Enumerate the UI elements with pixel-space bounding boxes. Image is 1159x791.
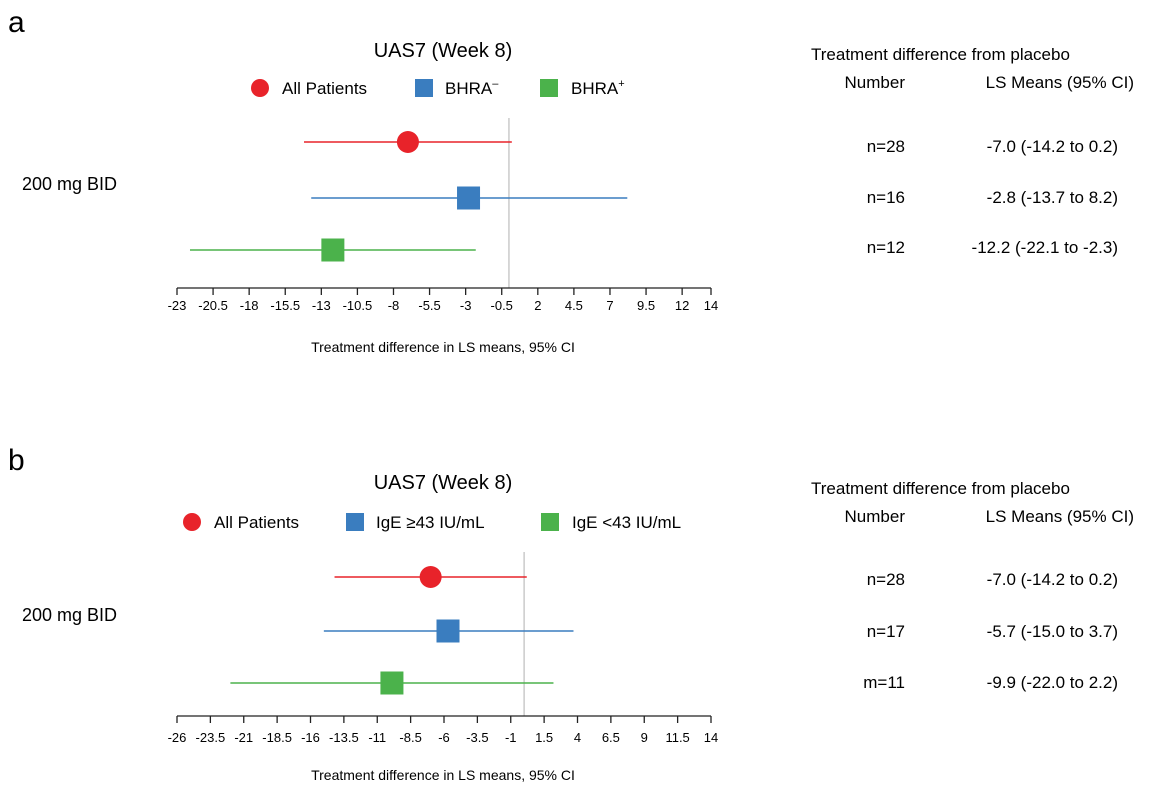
x-tick-label: -13 — [312, 298, 331, 313]
x-tick-label: 9.5 — [637, 298, 655, 313]
x-tick-label: 1.5 — [535, 730, 553, 745]
legend-entry: BHRA– — [445, 78, 499, 98]
dose-label: 200 mg BID — [22, 605, 117, 625]
x-axis-label: Treatment difference in LS means, 95% CI — [311, 767, 575, 783]
x-tick-label: 12 — [675, 298, 689, 313]
x-tick-label: -21 — [234, 730, 253, 745]
table-cell-ls-means: -5.7 (-15.0 to 3.7) — [987, 622, 1118, 641]
x-tick-label: 7 — [606, 298, 613, 313]
x-tick-label: -3 — [460, 298, 472, 313]
chart-title: UAS7 (Week 8) — [374, 40, 513, 62]
table-cell-ls-means: -2.8 (-13.7 to 8.2) — [987, 188, 1118, 207]
legend-marker-square — [540, 79, 558, 97]
x-tick-label: -18.5 — [262, 730, 292, 745]
x-tick-label: 11.5 — [665, 730, 689, 745]
table-header-ls-means: LS Means (95% CI) — [986, 507, 1134, 526]
x-tick-label: 4.5 — [565, 298, 583, 313]
table-cell-number: n=12 — [867, 238, 905, 257]
x-tick-label: -0.5 — [491, 298, 513, 313]
x-tick-label: 2 — [534, 298, 541, 313]
point-estimate-circle — [396, 131, 419, 153]
table-header-ls-means: LS Means (95% CI) — [986, 73, 1134, 92]
legend-marker-square — [415, 79, 433, 97]
table-header-title: Treatment difference from placebo — [811, 45, 1070, 64]
chart-title: UAS7 (Week 8) — [374, 472, 513, 494]
point-estimate-square — [380, 671, 404, 695]
x-tick-label: -8.5 — [399, 730, 421, 745]
x-tick-label: -1 — [505, 730, 517, 745]
point-estimate-circle — [419, 566, 442, 588]
x-tick-label: -23 — [168, 298, 187, 313]
legend-entry: IgE ≥43 IU/mL — [376, 513, 485, 532]
point-estimate-square — [321, 238, 345, 262]
x-tick-label: 14 — [704, 730, 718, 745]
table-cell-ls-means: -12.2 (-22.1 to -2.3) — [972, 238, 1118, 257]
point-estimate-square — [436, 619, 460, 643]
legend-marker-circle — [183, 513, 201, 531]
table-cell-ls-means: -7.0 (-14.2 to 0.2) — [987, 570, 1118, 589]
x-axis-label: Treatment difference in LS means, 95% CI — [311, 339, 575, 355]
legend-entry: BHRA+ — [571, 78, 625, 98]
x-tick-label: -16 — [301, 730, 320, 745]
x-tick-label: -15.5 — [270, 298, 300, 313]
table-cell-ls-means: -9.9 (-22.0 to 2.2) — [987, 673, 1118, 692]
table-cell-ls-means: -7.0 (-14.2 to 0.2) — [987, 137, 1118, 156]
x-tick-label: 6.5 — [602, 730, 620, 745]
table-cell-number: n=17 — [867, 622, 905, 641]
table-cell-number: m=11 — [863, 673, 905, 692]
legend-entry: IgE <43 IU/mL — [572, 513, 681, 532]
x-tick-label: 14 — [704, 298, 718, 313]
legend-entry: All Patients — [282, 79, 367, 98]
x-tick-label: -10.5 — [343, 298, 373, 313]
table-cell-number: n=16 — [867, 188, 905, 207]
x-tick-label: 9 — [641, 730, 648, 745]
dose-label: 200 mg BID — [22, 174, 117, 194]
panel-label: a — [8, 6, 25, 39]
legend-marker-circle — [251, 79, 269, 97]
x-tick-label: -26 — [168, 730, 187, 745]
x-tick-label: -3.5 — [466, 730, 488, 745]
x-tick-label: -11 — [368, 730, 386, 745]
panel-label: b — [8, 444, 25, 477]
x-tick-label: -6 — [438, 730, 450, 745]
legend-entry: All Patients — [214, 513, 299, 532]
x-tick-label: -13.5 — [329, 730, 359, 745]
x-tick-label: 4 — [574, 730, 581, 745]
table-cell-number: n=28 — [867, 137, 905, 156]
x-tick-label: -8 — [388, 298, 400, 313]
table-header-title: Treatment difference from placebo — [811, 479, 1070, 498]
table-header-number: Number — [845, 73, 906, 92]
x-tick-label: -5.5 — [418, 298, 440, 313]
x-tick-label: -20.5 — [198, 298, 228, 313]
legend-marker-square — [346, 513, 364, 531]
point-estimate-square — [457, 186, 481, 210]
table-header-number: Number — [845, 507, 906, 526]
x-tick-label: -23.5 — [196, 730, 226, 745]
x-tick-label: -18 — [240, 298, 259, 313]
legend-marker-square — [541, 513, 559, 531]
table-cell-number: n=28 — [867, 570, 905, 589]
